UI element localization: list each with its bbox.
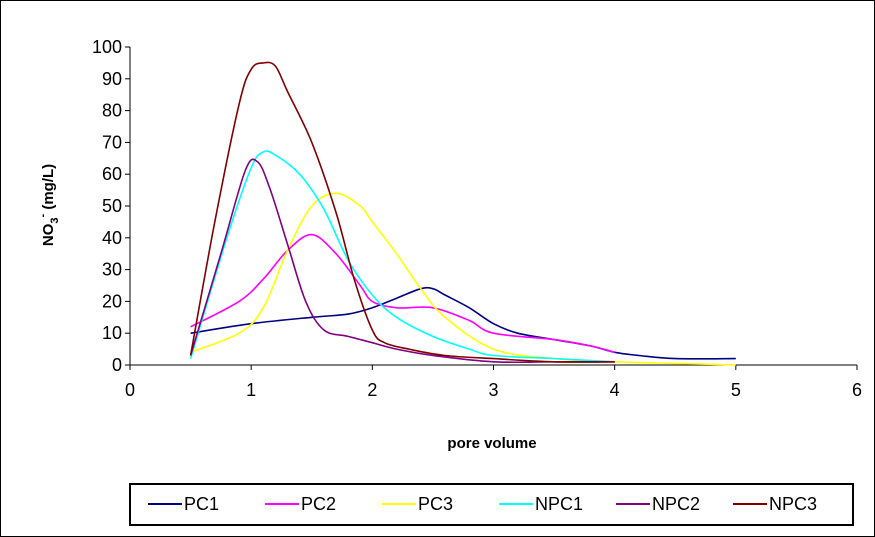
- x-tick-label: 2: [367, 380, 377, 400]
- y-axis-title-sup: -: [37, 214, 49, 218]
- y-tick-label: 0: [112, 355, 122, 375]
- legend: PC1 PC2 PC3 NPC1 NPC2 NPC3: [129, 483, 854, 526]
- legend-label-npc3: NPC3: [769, 494, 817, 514]
- series-line-pc3: [190, 192, 736, 366]
- legend-label-npc2: NPC2: [652, 494, 700, 514]
- legend-label-npc1: NPC1: [535, 494, 583, 514]
- x-tick-label: 5: [731, 380, 741, 400]
- series-line-pc2: [190, 233, 615, 354]
- legend-label-pc2: PC2: [301, 494, 336, 514]
- x-axis-title: pore volume: [447, 435, 536, 452]
- x-tick-label: 6: [852, 380, 862, 400]
- y-axis-title-sub: 3: [49, 218, 61, 224]
- y-axis-title-main: NO: [40, 223, 57, 246]
- x-tick-label: 3: [488, 380, 498, 400]
- y-tick-label: 30: [102, 260, 122, 280]
- y-tick-label: 100: [92, 37, 122, 57]
- series-line-pc1: [190, 286, 736, 360]
- series-lines: [189, 61, 736, 366]
- y-tick-label: 90: [102, 69, 122, 89]
- y-tick-label: 70: [102, 132, 122, 152]
- legend-box: [129, 483, 854, 526]
- y-tick-label: 80: [102, 101, 122, 121]
- y-axis-title-unit: (mg/L): [40, 164, 57, 214]
- legend-label-pc1: PC1: [184, 494, 219, 514]
- x-tick-label: 0: [125, 380, 135, 400]
- legend-label-pc3: PC3: [418, 494, 453, 514]
- y-tick-label: 60: [102, 164, 122, 184]
- series-line-npc3: [189, 61, 615, 363]
- y-tick-label: 20: [102, 291, 122, 311]
- axes: [129, 47, 857, 366]
- y-tick-label: 50: [102, 196, 122, 216]
- x-tick-label: 1: [246, 380, 256, 400]
- y-tick-label: 10: [102, 323, 122, 343]
- series-line-npc2: [189, 158, 615, 364]
- x-tick-label: 4: [610, 380, 620, 400]
- y-axis-title: NO3- (mg/L): [37, 164, 61, 246]
- series-line-npc1: [189, 150, 615, 363]
- y-tick-label: 40: [102, 228, 122, 248]
- tick-labels: 0 10 20 30 40 50 60 70 80 90 100 0 1 2 3 4 5 6: [92, 37, 862, 400]
